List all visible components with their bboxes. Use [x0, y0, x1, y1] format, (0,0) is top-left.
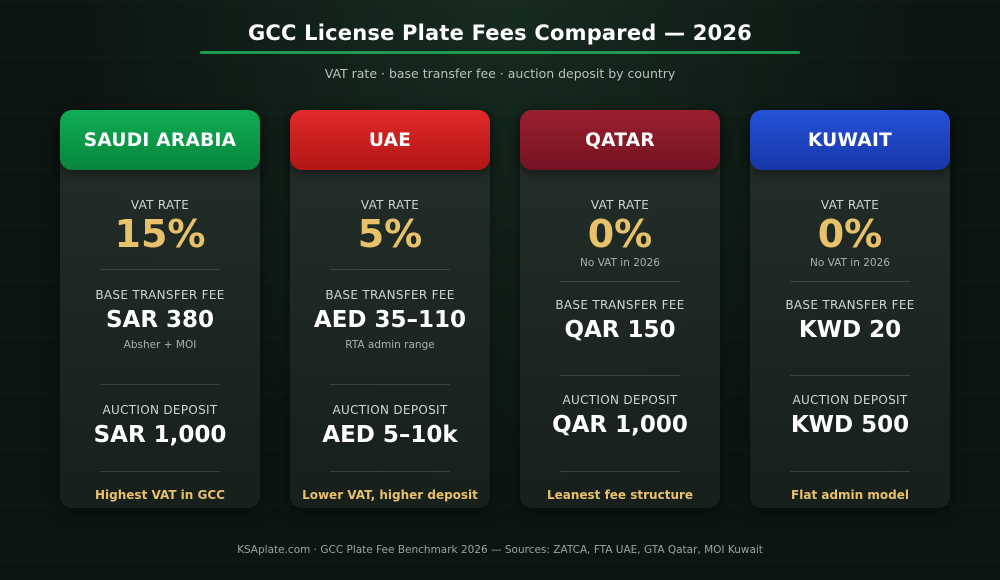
- transfer-value: QAR 150: [564, 317, 676, 343]
- vat-note: No VAT in 2026: [810, 257, 890, 269]
- divider: [100, 384, 220, 385]
- page-subtitle: VAT rate · base transfer fee · auction d…: [324, 66, 676, 81]
- vat-value: 0%: [587, 212, 653, 256]
- vat-section: VAT RATE 5%: [290, 198, 490, 256]
- divider: [560, 375, 680, 376]
- card-header-saudi-arabia: SAUDI ARABIA: [60, 110, 260, 170]
- divider: [330, 384, 450, 385]
- vat-value: 0%: [817, 212, 883, 256]
- transfer-section: BASE TRANSFER FEE QAR 150: [520, 298, 720, 346]
- card-header-qatar: QATAR: [520, 110, 720, 170]
- transfer-value: KWD 20: [798, 317, 902, 343]
- divider: [330, 471, 450, 472]
- deposit-section: AUCTION DEPOSIT KWD 500: [750, 393, 950, 441]
- divider: [330, 269, 450, 270]
- vat-value: 15%: [114, 212, 206, 256]
- deposit-label: AUCTION DEPOSIT: [562, 393, 678, 407]
- card-footnote: Flat admin model: [791, 488, 909, 502]
- transfer-note: Absher + MOI: [123, 339, 197, 351]
- divider: [560, 471, 680, 472]
- transfer-label: BASE TRANSFER FEE: [325, 288, 455, 302]
- transfer-label: BASE TRANSFER FEE: [555, 298, 685, 312]
- deposit-section: AUCTION DEPOSIT AED 5–10k: [290, 403, 490, 451]
- deposit-label: AUCTION DEPOSIT: [332, 403, 448, 417]
- transfer-section: BASE TRANSFER FEE KWD 20: [750, 298, 950, 346]
- transfer-note: RTA admin range: [345, 339, 435, 351]
- vat-value: 5%: [357, 212, 423, 256]
- card-qatar: QATAR VAT RATE 0% No VAT in 2026 BASE TR…: [520, 110, 720, 508]
- transfer-value: SAR 380: [105, 307, 215, 333]
- title-underline: [200, 51, 800, 54]
- divider: [100, 269, 220, 270]
- deposit-label: AUCTION DEPOSIT: [792, 393, 908, 407]
- vat-section: VAT RATE 0% No VAT in 2026: [520, 198, 720, 270]
- card-header-kuwait: KUWAIT: [750, 110, 950, 170]
- deposit-value: AED 5–10k: [322, 422, 458, 448]
- deposit-value: QAR 1,000: [552, 412, 688, 438]
- vat-label: VAT RATE: [590, 198, 650, 212]
- card-footnote: Lower VAT, higher deposit: [302, 488, 478, 502]
- transfer-label: BASE TRANSFER FEE: [785, 298, 915, 312]
- country-cards: SAUDI ARABIA VAT RATE 15% BASE TRANSFER …: [60, 110, 950, 510]
- deposit-label: AUCTION DEPOSIT: [102, 403, 218, 417]
- divider: [790, 471, 910, 472]
- vat-label: VAT RATE: [820, 198, 880, 212]
- vat-section: VAT RATE 15%: [60, 198, 260, 256]
- transfer-label: BASE TRANSFER FEE: [95, 288, 225, 302]
- divider: [100, 471, 220, 472]
- transfer-section: BASE TRANSFER FEE SAR 380 Absher + MOI: [60, 288, 260, 352]
- card-kuwait: KUWAIT VAT RATE 0% No VAT in 2026 BASE T…: [750, 110, 950, 508]
- deposit-value: KWD 500: [790, 412, 910, 438]
- card-saudi-arabia: SAUDI ARABIA VAT RATE 15% BASE TRANSFER …: [60, 110, 260, 508]
- page-title: GCC License Plate Fees Compared — 2026: [247, 21, 752, 45]
- vat-label: VAT RATE: [360, 198, 420, 212]
- transfer-section: BASE TRANSFER FEE AED 35–110 RTA admin r…: [290, 288, 490, 352]
- deposit-section: AUCTION DEPOSIT SAR 1,000: [60, 403, 260, 451]
- transfer-value: AED 35–110: [313, 307, 467, 333]
- vat-label: VAT RATE: [130, 198, 190, 212]
- card-uae: UAE VAT RATE 5% BASE TRANSFER FEE AED 35…: [290, 110, 490, 508]
- deposit-section: AUCTION DEPOSIT QAR 1,000: [520, 393, 720, 441]
- vat-note: No VAT in 2026: [580, 257, 660, 269]
- divider: [790, 281, 910, 282]
- deposit-value: SAR 1,000: [93, 422, 227, 448]
- card-footnote: Leanest fee structure: [546, 488, 694, 502]
- vat-section: VAT RATE 0% No VAT in 2026: [750, 198, 950, 270]
- card-header-uae: UAE: [290, 110, 490, 170]
- source-footer: KSAplate.com · GCC Plate Fee Benchmark 2…: [237, 544, 763, 556]
- divider: [790, 375, 910, 376]
- divider: [560, 281, 680, 282]
- card-footnote: Highest VAT in GCC: [95, 488, 225, 502]
